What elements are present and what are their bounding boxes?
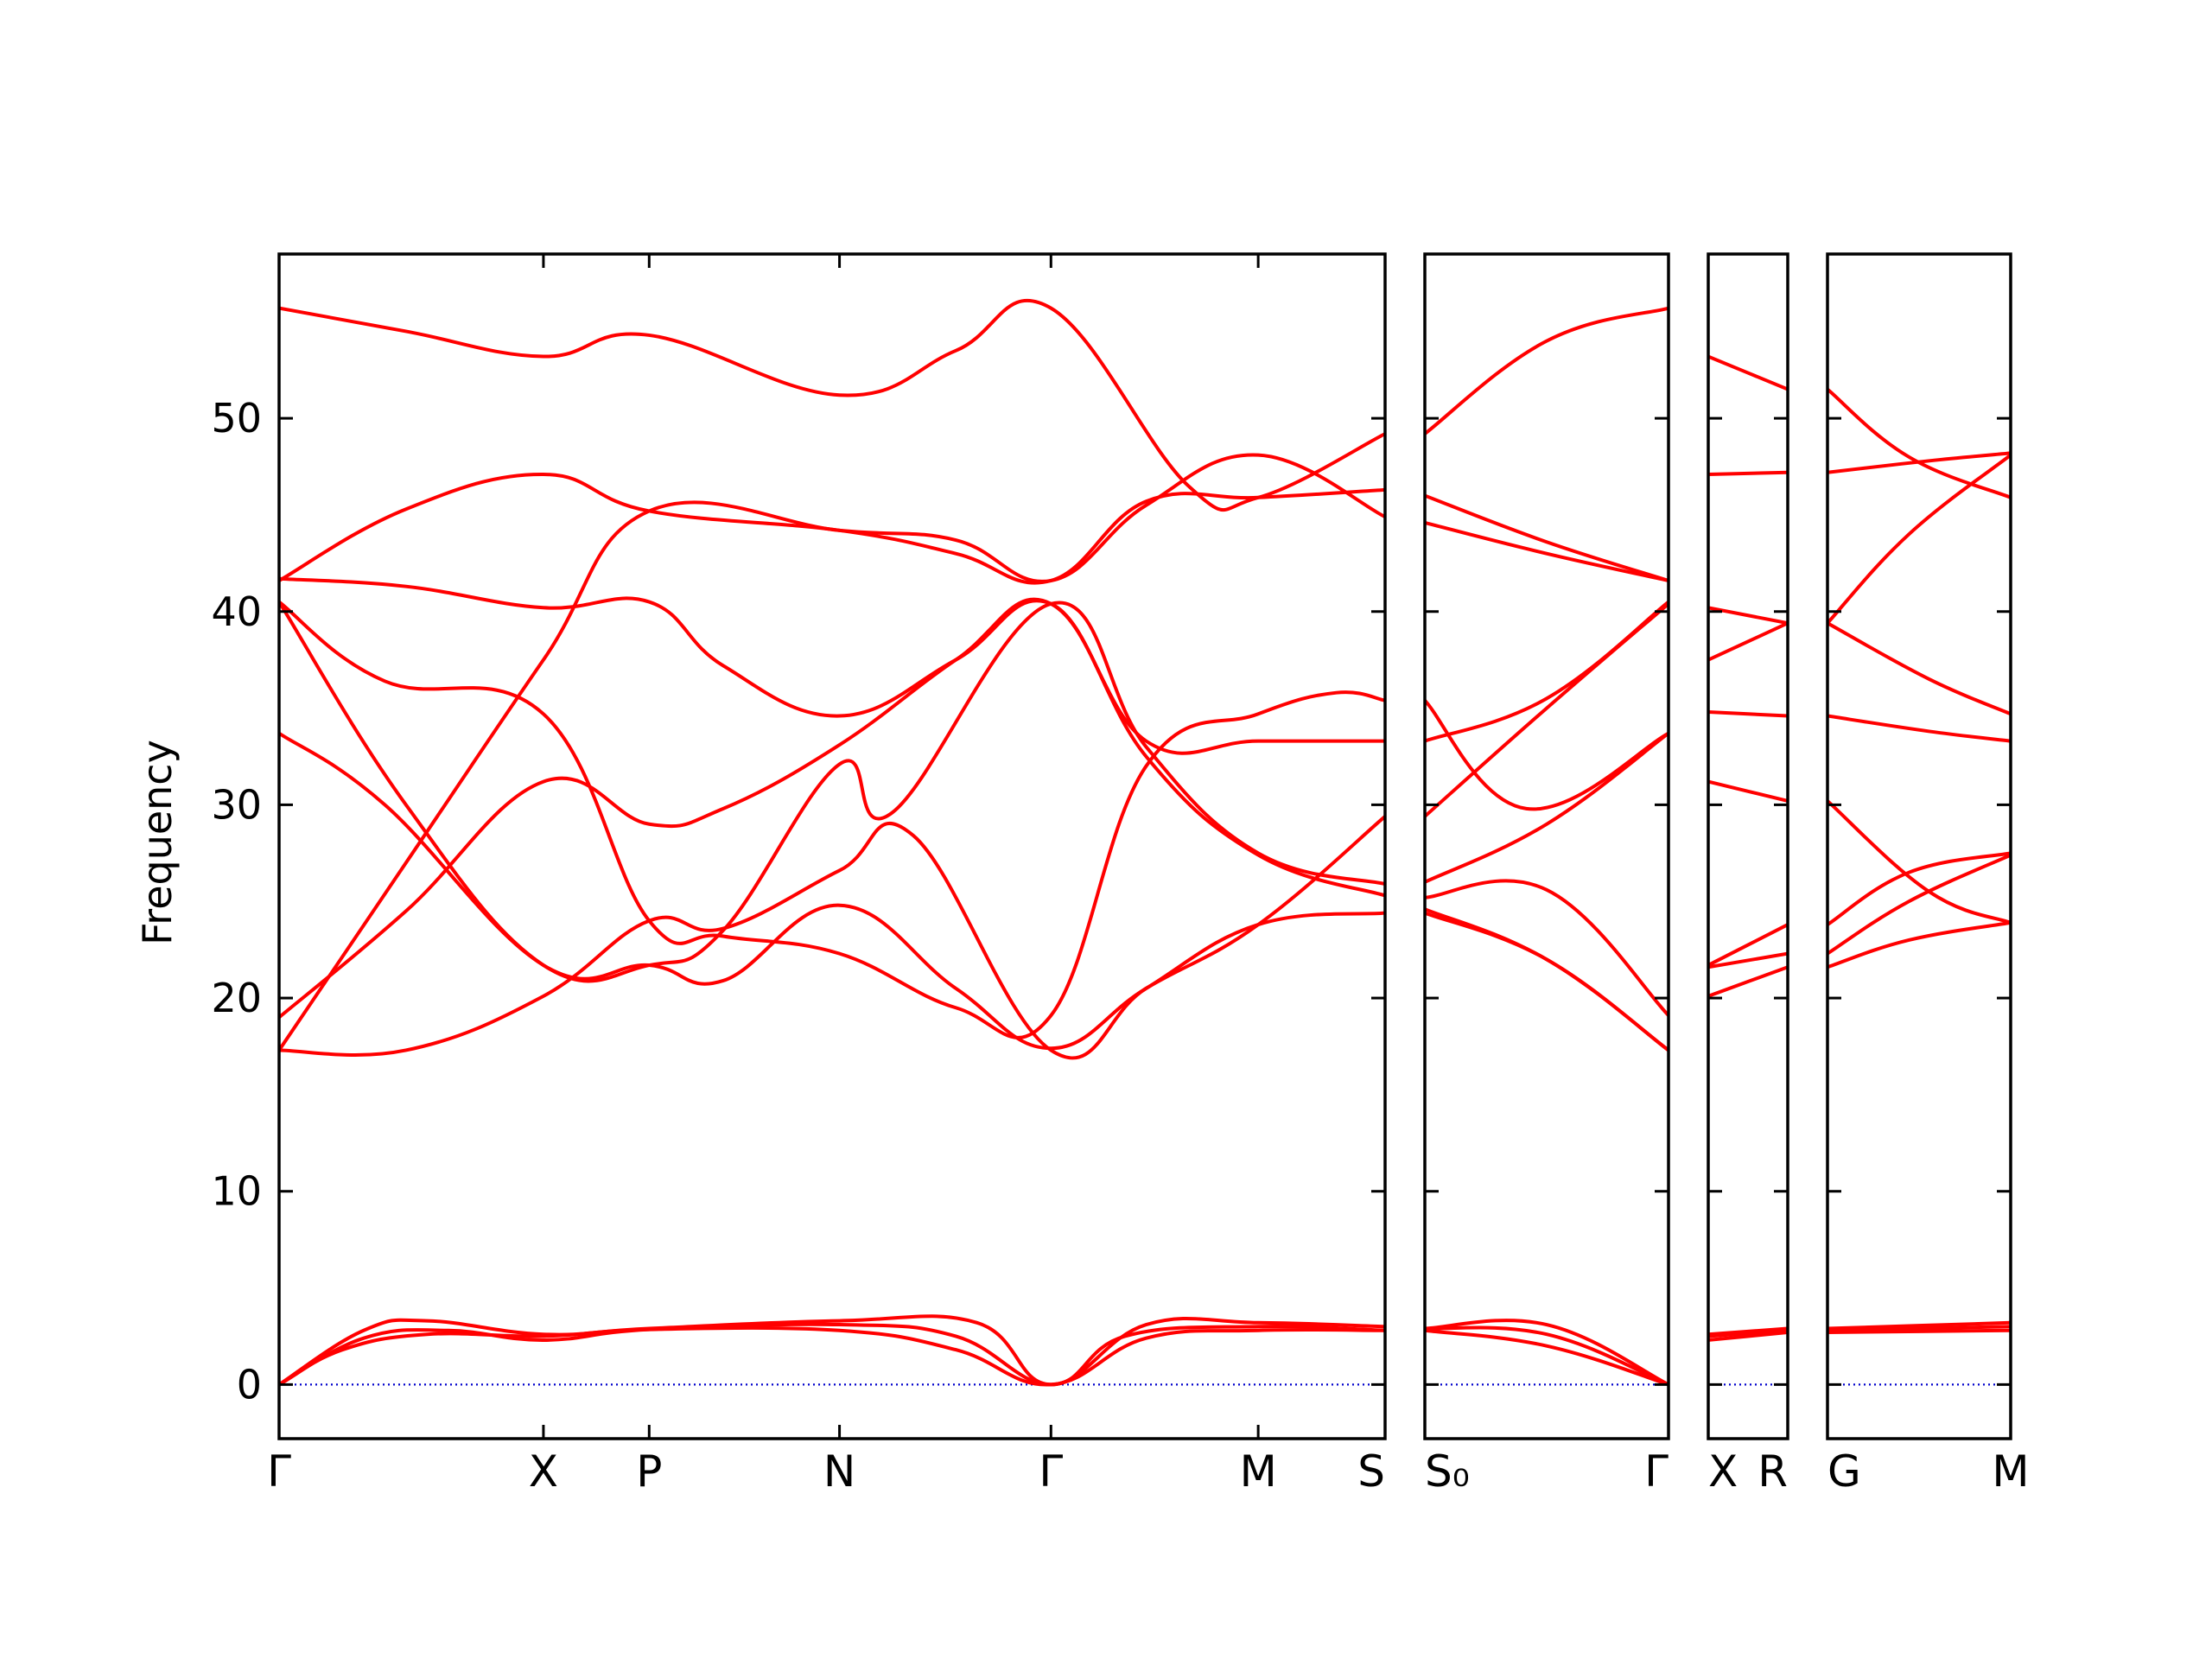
phonon-band bbox=[1708, 606, 1788, 626]
panel-2-bands bbox=[1425, 306, 1669, 1387]
phonon-band bbox=[1425, 1325, 1669, 1387]
high-symmetry-label: X bbox=[529, 1446, 558, 1497]
phonon-band bbox=[279, 472, 1385, 585]
phonon-band bbox=[1425, 731, 1669, 884]
high-symmetry-label: M bbox=[1240, 1446, 1277, 1497]
phonon-band bbox=[279, 597, 1385, 1020]
panel-1-frame bbox=[277, 252, 1387, 1440]
phonon-band bbox=[1827, 1325, 2011, 1332]
high-symmetry-label: P bbox=[636, 1446, 662, 1497]
phonon-band bbox=[279, 298, 1385, 512]
phonon-band bbox=[1708, 1326, 1788, 1337]
phonon-band bbox=[1425, 879, 1669, 1018]
phonon-band bbox=[1708, 965, 1788, 998]
phonon-band bbox=[1827, 851, 2011, 927]
y-tick-label: 10 bbox=[211, 1168, 262, 1215]
high-symmetry-label: M bbox=[1992, 1446, 2029, 1497]
phonon-band bbox=[1708, 621, 1788, 662]
y-tick-label: 50 bbox=[211, 395, 262, 442]
phonon-band bbox=[279, 576, 1385, 755]
panel-2-frame bbox=[1423, 252, 1670, 1440]
phonon-band bbox=[1827, 1328, 2011, 1334]
y-tick-label: 20 bbox=[211, 975, 262, 1021]
phonon-band bbox=[1708, 470, 1788, 476]
phonon-band bbox=[1827, 714, 2011, 743]
phonon-band bbox=[1708, 1330, 1788, 1342]
phonon-band bbox=[279, 822, 1385, 1060]
phonon-band bbox=[1425, 1328, 1669, 1387]
phonon-band bbox=[1708, 710, 1788, 718]
phonon-band bbox=[1708, 923, 1788, 968]
high-symmetry-label: Γ bbox=[267, 1446, 291, 1497]
phonon-band bbox=[279, 731, 1385, 1051]
high-symmetry-label: S bbox=[1357, 1446, 1385, 1497]
high-symmetry-label: S₀ bbox=[1425, 1446, 1470, 1497]
phonon-band bbox=[1827, 853, 2011, 956]
high-symmetry-label: X bbox=[1708, 1446, 1738, 1497]
panel-3-bands bbox=[1708, 354, 1788, 1386]
phonon-band bbox=[1827, 621, 2011, 716]
y-tick-label: 0 bbox=[237, 1361, 262, 1408]
phonon-band bbox=[279, 1325, 1385, 1387]
panel-4-frame bbox=[1826, 252, 2012, 1440]
phonon-band bbox=[1708, 951, 1788, 969]
phonon-band bbox=[1425, 907, 1669, 1052]
panel-1-bands bbox=[279, 298, 1385, 1387]
phonon-band bbox=[279, 600, 1385, 983]
phonon-band bbox=[1827, 451, 2011, 474]
phonon-band bbox=[1425, 1319, 1669, 1387]
y-axis-label: Frequency bbox=[134, 740, 181, 945]
phonon-band bbox=[1827, 1320, 2011, 1331]
phonon-band bbox=[1708, 779, 1788, 803]
high-symmetry-label: R bbox=[1758, 1446, 1788, 1497]
phonon-band bbox=[1827, 798, 2011, 925]
phonon-band bbox=[1827, 387, 2011, 499]
phonon-band bbox=[1425, 911, 1669, 1052]
phonon-band bbox=[1425, 306, 1669, 435]
phonon-band bbox=[279, 600, 1385, 1039]
phonon-band bbox=[1425, 698, 1669, 811]
high-symmetry-label: G bbox=[1827, 1446, 1861, 1497]
panel-3-frame bbox=[1707, 252, 1789, 1440]
phonon-band bbox=[279, 1322, 1385, 1387]
high-symmetry-label: Γ bbox=[1039, 1446, 1063, 1497]
high-symmetry-label: N bbox=[823, 1446, 855, 1497]
phonon-band bbox=[1708, 1328, 1788, 1338]
phonon-band bbox=[1425, 493, 1669, 582]
phonon-band bbox=[1827, 920, 2011, 969]
y-tick-label: 30 bbox=[211, 781, 262, 828]
phonon-band bbox=[1425, 600, 1669, 743]
phonon-band bbox=[279, 1314, 1385, 1387]
phonon-band bbox=[1425, 520, 1669, 582]
phonon-band bbox=[1708, 354, 1788, 391]
phonon-band bbox=[279, 453, 1385, 1052]
panel-4-bands bbox=[1827, 387, 2011, 1386]
phonon-band bbox=[1827, 453, 2011, 626]
high-symmetry-label: Γ bbox=[1644, 1446, 1669, 1497]
y-tick-label: 40 bbox=[211, 588, 262, 635]
